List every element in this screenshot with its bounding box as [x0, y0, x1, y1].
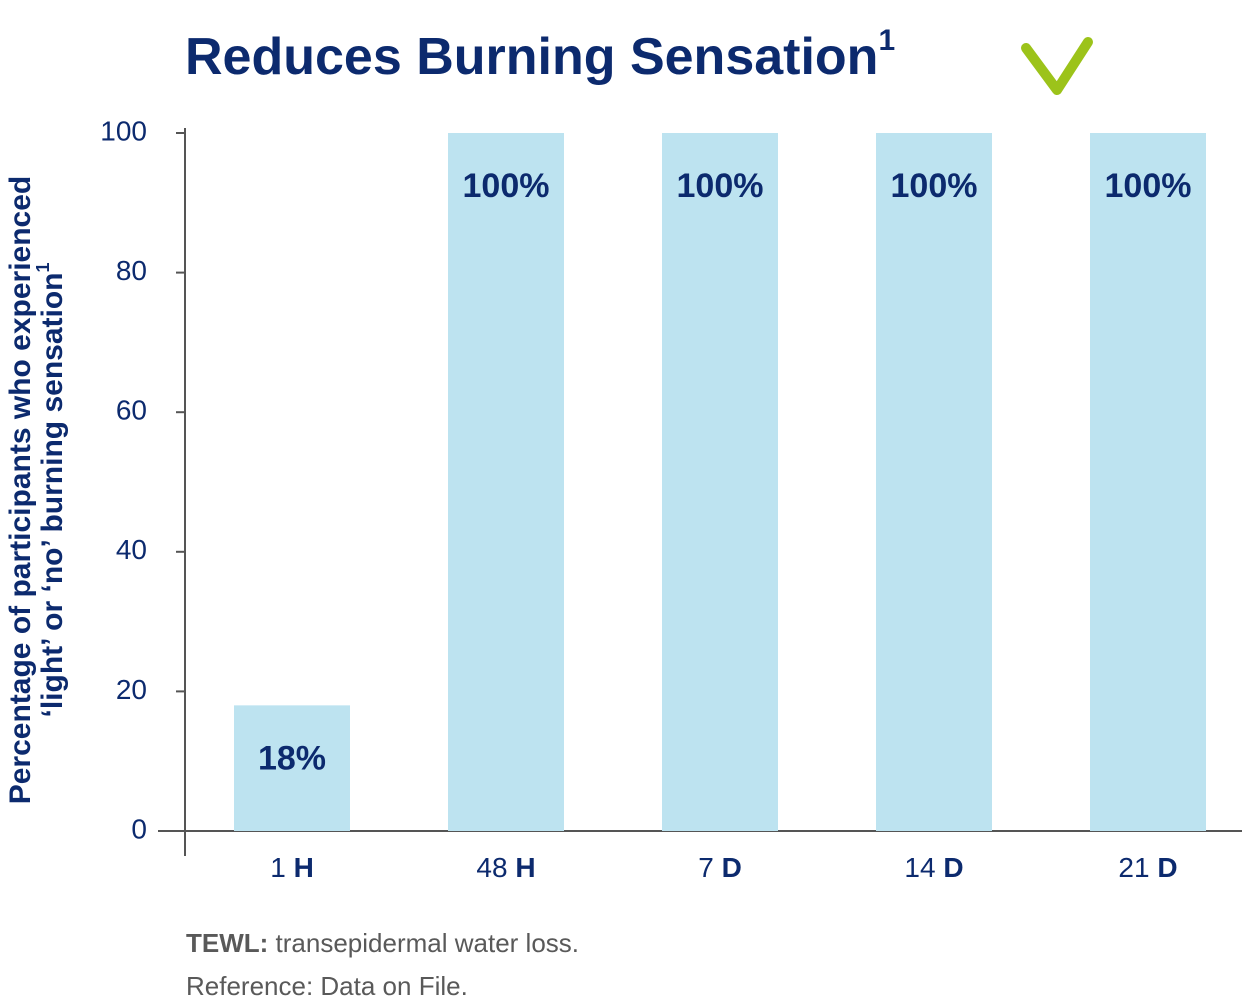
title-text: Reduces Burning Sensation	[185, 28, 878, 86]
footnote: TEWL: transepidermal water loss.	[186, 928, 579, 958]
category-number: 21	[1118, 852, 1157, 883]
category-number: 1	[270, 852, 293, 883]
y-tick-label: 20	[116, 674, 147, 705]
category-number: 48	[476, 852, 515, 883]
bar	[448, 133, 564, 831]
category-unit: D	[943, 852, 963, 883]
footnote-text: transepidermal water loss.	[276, 928, 579, 958]
bar	[1090, 133, 1206, 831]
y-tick-label: 0	[131, 813, 147, 844]
category-number: 7	[698, 852, 721, 883]
title-note: 1	[878, 24, 895, 57]
y-tick-label: 40	[116, 534, 147, 565]
y-tick-label: 80	[116, 255, 147, 286]
check-icon	[1021, 37, 1093, 95]
x-tick-label: 48 H	[476, 852, 535, 883]
x-tick-label: 21 D	[1118, 852, 1177, 883]
x-tick-label: 1 H	[270, 852, 314, 883]
bar	[234, 705, 350, 831]
data-label: 100%	[463, 167, 550, 205]
data-label: 100%	[1105, 167, 1192, 205]
y-label-text: ‘light’ or ‘no’ burning sensation	[36, 273, 69, 718]
y-label-note: 1	[33, 262, 53, 272]
footnote-term: TEWL:	[186, 928, 268, 958]
chart-title: Reduces Burning Sensation1	[185, 24, 895, 86]
data-label: 100%	[677, 167, 764, 205]
category-unit: D	[1157, 852, 1177, 883]
y-axis-label: Percentage of participants who experienc…	[4, 176, 69, 805]
data-label: 100%	[891, 167, 978, 205]
category-unit: H	[515, 852, 535, 883]
bar	[662, 133, 778, 831]
category-unit: D	[722, 852, 742, 883]
category-unit: H	[294, 852, 314, 883]
y-label-line: Percentage of participants who experienc…	[4, 176, 37, 805]
y-tick-label: 100	[100, 115, 147, 146]
data-label: 18%	[258, 739, 326, 777]
y-label-line: ‘light’ or ‘no’ burning sensation1	[33, 262, 69, 717]
x-tick-label: 7 D	[698, 852, 742, 883]
bar	[876, 133, 992, 831]
y-tick-label: 60	[116, 395, 147, 426]
footnote: Reference: Data on File.	[186, 971, 468, 1001]
category-number: 14	[904, 852, 943, 883]
x-tick-label: 14 D	[904, 852, 963, 883]
